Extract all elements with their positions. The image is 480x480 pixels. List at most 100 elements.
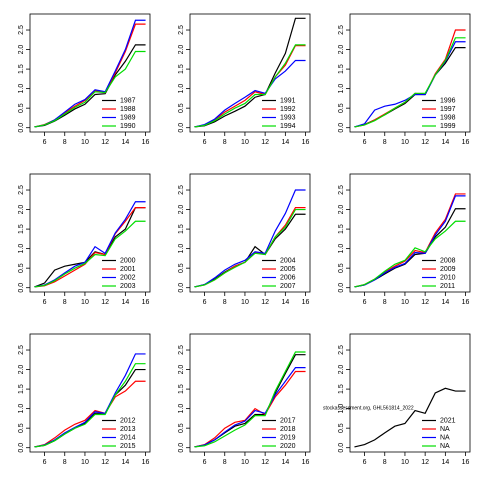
- x-tick-label: 16: [142, 299, 150, 306]
- y-tick-label: 1.0: [178, 244, 185, 254]
- legend-label: 1988: [120, 106, 136, 113]
- x-tick-label: 12: [101, 139, 109, 146]
- x-tick-label: 12: [261, 139, 269, 146]
- x-tick-label: 12: [101, 459, 109, 466]
- series-line: [34, 363, 146, 448]
- y-tick-label: 1.5: [18, 224, 25, 234]
- y-tick-label: 2.5: [178, 345, 185, 355]
- y-tick-label: 1.0: [18, 404, 25, 414]
- panel: 0.0 0.5 1.0 1.5 2.0 2.5 6 8 10 12 14 16 2017 20182019…: [178, 333, 311, 466]
- y-tick-label: 2.0: [338, 365, 345, 375]
- y-tick-label: 2.0: [18, 45, 25, 55]
- x-tick-label: 6: [43, 299, 47, 306]
- x-tick-label: 14: [281, 299, 289, 306]
- x-tick-label: 8: [383, 459, 387, 466]
- y-tick-label: 0.0: [178, 123, 185, 133]
- y-tick-label: 2.0: [178, 45, 185, 55]
- plot-frame: [189, 333, 311, 453]
- series-line: [194, 370, 306, 448]
- legend-label: 2013: [120, 426, 136, 433]
- x-tick-label: 16: [302, 459, 310, 466]
- legend-label: 2020: [280, 443, 296, 450]
- x-tick-label: 8: [223, 299, 227, 306]
- y-tick-label: 0.0: [18, 443, 25, 453]
- x-tick-label: 10: [241, 299, 249, 306]
- y-tick-label: 1.5: [178, 224, 185, 234]
- plot-frame: [29, 13, 151, 133]
- legend-label: 2011: [440, 283, 455, 290]
- legend-label: 1990: [120, 123, 136, 130]
- y-tick-label: 1.0: [338, 404, 345, 414]
- series-line: [194, 354, 306, 448]
- y-tick-label: 0.0: [178, 283, 185, 293]
- x-tick-label: 14: [121, 459, 129, 466]
- y-tick-label: 1.5: [338, 64, 345, 74]
- y-tick-label: 1.0: [18, 244, 25, 254]
- x-tick-label: 16: [142, 139, 150, 146]
- legend-label: 2002: [120, 274, 136, 281]
- legend-label: 2004: [280, 257, 296, 264]
- y-tick-label: 0.5: [178, 103, 185, 113]
- legend-label: 1991: [280, 97, 296, 104]
- series-line: [354, 195, 466, 288]
- x-tick-label: 6: [363, 139, 367, 146]
- y-tick-label: 2.5: [18, 345, 25, 355]
- legend-label: 2008: [440, 257, 456, 264]
- legend-label: 1999: [440, 123, 456, 130]
- legend-label: 2007: [280, 283, 296, 290]
- series-line: [194, 213, 306, 288]
- y-tick-label: 1.5: [178, 64, 185, 74]
- x-tick-label: 14: [441, 299, 449, 306]
- y-tick-label: 2.5: [338, 185, 345, 195]
- plot-frame: [349, 333, 471, 453]
- y-tick-label: 1.0: [338, 84, 345, 94]
- y-tick-label: 2.5: [338, 25, 345, 35]
- series-line: [194, 208, 306, 288]
- y-tick-label: 2.5: [18, 185, 25, 195]
- legend-label: 2014: [120, 434, 136, 441]
- series-line: [34, 220, 146, 288]
- y-tick-label: 0.0: [338, 283, 345, 293]
- x-tick-label: 8: [383, 139, 387, 146]
- x-tick-label: 14: [281, 139, 289, 146]
- series-line: [354, 220, 466, 288]
- series-line: [194, 17, 306, 128]
- x-tick-label: 10: [401, 299, 409, 306]
- legend-label: 1996: [440, 97, 456, 104]
- y-tick-label: 0.0: [178, 443, 185, 453]
- legend-label: 2005: [280, 266, 296, 273]
- x-tick-label: 16: [302, 299, 310, 306]
- x-tick-label: 12: [421, 139, 429, 146]
- legend-label: 2003: [120, 283, 136, 290]
- legend-label: 2015: [120, 443, 136, 450]
- series-line: [354, 193, 466, 288]
- y-tick-label: 0.5: [178, 263, 185, 273]
- y-tick-label: 2.0: [18, 365, 25, 375]
- panel: 0.0 0.5 1.0 1.5 2.0 2.5 6 8 10 12 14 16 2004 20052006…: [178, 173, 311, 306]
- x-tick-label: 10: [81, 139, 89, 146]
- y-tick-label: 0.5: [338, 423, 345, 433]
- x-tick-label: 16: [302, 139, 310, 146]
- plot-frame: [349, 173, 471, 293]
- x-tick-label: 16: [462, 139, 470, 146]
- x-tick-label: 14: [121, 299, 129, 306]
- series-line: [194, 351, 306, 448]
- y-tick-label: 2.0: [178, 205, 185, 215]
- legend-label: 1989: [120, 114, 136, 121]
- x-tick-label: 14: [121, 139, 129, 146]
- x-tick-label: 14: [441, 459, 449, 466]
- y-tick-label: 1.0: [178, 84, 185, 94]
- legend-label: NA: [440, 434, 450, 441]
- x-tick-label: 10: [81, 299, 89, 306]
- x-tick-label: 6: [43, 459, 47, 466]
- y-tick-label: 1.5: [18, 64, 25, 74]
- y-tick-label: 1.0: [338, 244, 345, 254]
- y-tick-label: 2.0: [18, 205, 25, 215]
- y-tick-label: 0.5: [18, 423, 25, 433]
- series-line: [194, 45, 306, 128]
- y-tick-label: 1.5: [178, 384, 185, 394]
- y-tick-label: 2.0: [338, 205, 345, 215]
- x-tick-label: 6: [203, 139, 207, 146]
- y-tick-label: 0.5: [18, 103, 25, 113]
- plot-frame: [189, 173, 311, 293]
